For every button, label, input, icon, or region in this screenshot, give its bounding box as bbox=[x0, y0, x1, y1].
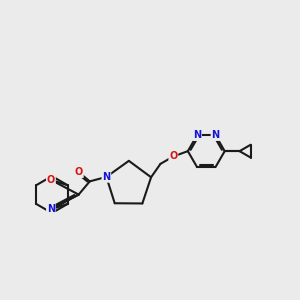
Text: N: N bbox=[212, 130, 220, 140]
Text: O: O bbox=[169, 152, 178, 161]
Text: N: N bbox=[193, 130, 201, 140]
Text: N: N bbox=[47, 204, 55, 214]
Text: O: O bbox=[75, 167, 83, 177]
Text: O: O bbox=[47, 175, 55, 185]
Text: N: N bbox=[102, 172, 110, 182]
